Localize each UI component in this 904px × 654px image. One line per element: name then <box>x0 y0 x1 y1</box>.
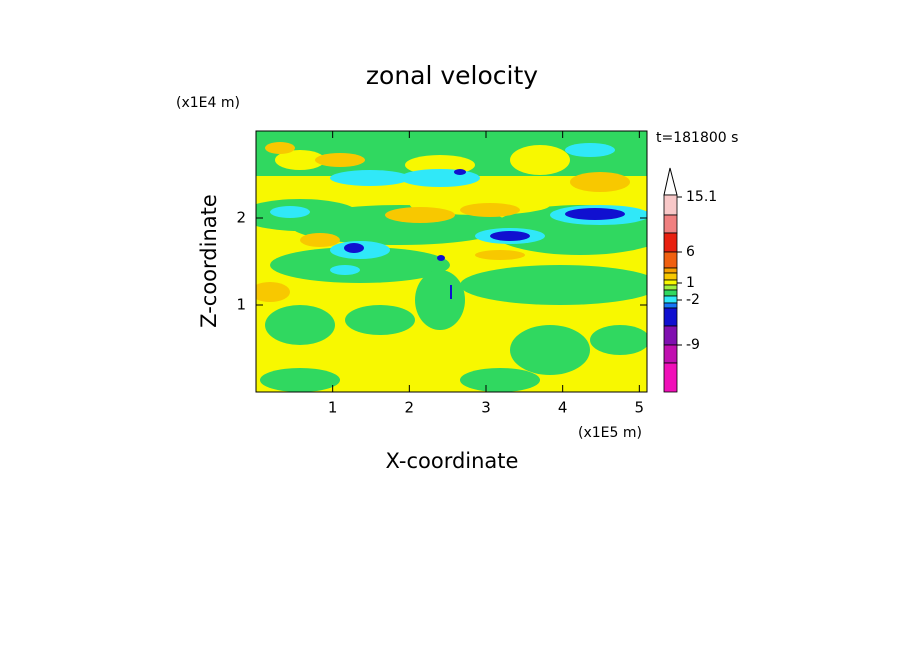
colorbar-segment <box>663 272 678 281</box>
x-unit: (x1E5 m) <box>578 425 642 441</box>
colorbar-tick-label: -9 <box>686 337 700 353</box>
colorbar-arrow <box>663 167 678 196</box>
x-tick-label: 4 <box>558 399 568 417</box>
colorbar-segment <box>663 284 678 291</box>
colorbar-segment <box>663 267 678 274</box>
x-tick-label: 2 <box>405 399 415 417</box>
colorbar-segment <box>663 302 678 309</box>
x-axis-label: X-coordinate <box>386 449 519 473</box>
colorbar-segment <box>663 325 678 346</box>
time-label: t=181800 s <box>656 130 738 146</box>
y-axis-label: Z-coordinate <box>197 194 221 328</box>
colorbar-tick-label: 15.1 <box>686 189 717 205</box>
plot-frame <box>255 130 648 393</box>
x-tick-label: 5 <box>635 399 645 417</box>
colorbar-segment <box>663 232 678 253</box>
y-unit: (x1E4 m) <box>176 95 240 111</box>
colorbar-segment <box>663 279 678 286</box>
colorbar-tick-label: 6 <box>686 244 695 260</box>
chart-title: zonal velocity <box>366 61 538 90</box>
colorbar-tick-label: -2 <box>686 292 700 308</box>
colorbar-tick-label: 1 <box>686 275 695 291</box>
contour-field <box>256 131 647 392</box>
colorbar-segment <box>663 251 678 269</box>
colorbar-segment <box>663 194 678 216</box>
y-tick-label: 1 <box>236 296 246 314</box>
y-tick-label: 2 <box>236 209 246 227</box>
colorbar <box>663 167 678 196</box>
colorbar-segment <box>663 344 678 364</box>
colorbar-segment <box>663 214 678 234</box>
colorbar-segment <box>663 307 678 327</box>
x-tick-label: 1 <box>328 399 338 417</box>
x-tick-label: 3 <box>481 399 491 417</box>
colorbar-segment <box>663 295 678 304</box>
colorbar-segment <box>663 362 678 393</box>
colorbar-segment <box>663 289 678 297</box>
